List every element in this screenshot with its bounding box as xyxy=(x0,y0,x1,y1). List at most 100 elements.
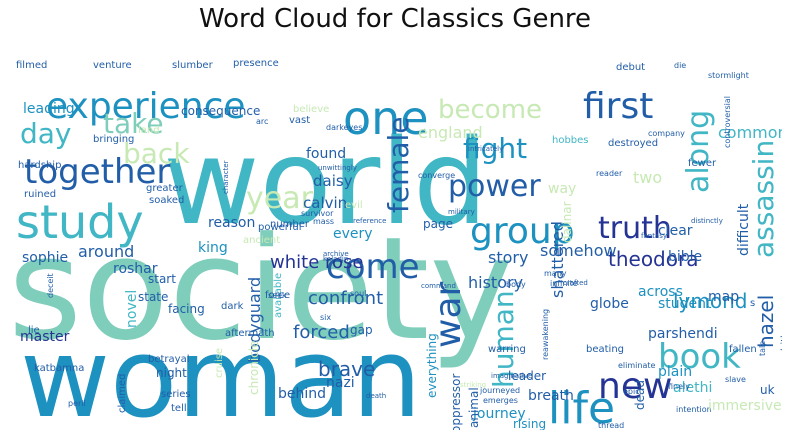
word-deceit: deceit xyxy=(46,273,55,298)
word-every: every xyxy=(333,226,373,242)
word-behind: behind xyxy=(278,386,326,402)
word-force: force xyxy=(265,290,290,301)
word-company: company xyxy=(648,129,685,138)
word-reason: reason xyxy=(208,215,255,231)
word-military: military xyxy=(448,208,475,216)
word-clear: clear xyxy=(658,223,693,239)
word-six: six xyxy=(320,313,331,322)
word-number: number xyxy=(270,219,310,230)
word-kaladin: kaladin xyxy=(323,255,348,263)
word-way: way xyxy=(548,181,576,197)
word-globe: globe xyxy=(590,296,629,312)
word-powerful: powerful xyxy=(258,222,302,233)
word-come: come xyxy=(326,247,420,287)
word-bodyguard: bodyguard xyxy=(245,277,264,363)
word-venture: venture xyxy=(93,60,132,71)
word-s: s xyxy=(750,298,755,309)
word-hobbes: hobbes xyxy=(552,135,589,146)
chart-title: Word Cloud for Classics Genre xyxy=(198,4,592,34)
word-bringing: bringing xyxy=(93,134,134,145)
word-alethi: alethi xyxy=(673,380,712,396)
word-woman: woman xyxy=(20,314,422,430)
word-thread: thread xyxy=(598,421,624,430)
word-finely: finely xyxy=(668,382,690,391)
word-night: night xyxy=(156,366,187,380)
word-white-rose: white rose xyxy=(270,252,363,273)
word-page: page xyxy=(423,217,453,231)
word-beating: beating xyxy=(586,344,624,355)
word-together: together xyxy=(24,152,170,192)
word-breath: breath xyxy=(528,388,574,404)
word-journeyed: journeyed xyxy=(479,386,520,395)
word-lie: lie xyxy=(28,325,40,336)
word-become: become xyxy=(438,95,542,125)
word-crafted: crafted xyxy=(563,279,588,287)
word-master: master xyxy=(20,329,70,345)
word-warring: warring xyxy=(488,344,526,355)
word-tell: tell xyxy=(171,403,187,414)
word-study: study xyxy=(16,195,144,249)
word-daisy: daisy xyxy=(313,172,353,190)
word-leading: leading xyxy=(23,101,75,117)
word-intricately: intricately xyxy=(468,145,503,153)
word-difficult: difficult xyxy=(736,203,752,256)
word-somehow: somehow xyxy=(540,241,617,260)
word-debut: debut xyxy=(616,62,645,73)
word-command: command xyxy=(421,282,456,290)
word-death: death xyxy=(366,392,386,400)
word-character: character xyxy=(222,160,230,194)
word-life: life xyxy=(548,383,615,430)
word-state: state xyxy=(138,290,168,304)
word-betrayal: betrayal xyxy=(148,354,189,365)
word-plain: plain xyxy=(658,364,692,380)
word-new: new xyxy=(598,366,672,407)
word-eliminate: eliminate xyxy=(618,361,655,370)
word-cruise: cruise xyxy=(214,348,225,378)
word-hazel: hazel xyxy=(754,295,778,348)
word-infinite: infinite xyxy=(550,279,578,288)
word-claimed: claimed xyxy=(117,374,128,413)
word-stormlight: stormlight xyxy=(708,71,749,80)
word-tale: tale xyxy=(758,341,767,356)
word-aftermath: aftermath xyxy=(225,328,275,339)
word-fallen: fallen xyxy=(729,344,757,355)
word-leader: leader xyxy=(508,369,546,383)
word-believe: believe xyxy=(293,104,329,115)
word-start: start xyxy=(148,272,176,286)
word-katbamna: katbamna xyxy=(34,363,84,374)
word-back: back xyxy=(123,137,190,170)
word-everything: everything xyxy=(425,333,439,398)
word-destroyed: destroyed xyxy=(608,138,658,149)
word-student: student xyxy=(658,296,712,312)
word-parshendi: parshendi xyxy=(648,326,718,342)
word-novel: novel xyxy=(124,290,140,328)
word-ruined: ruined xyxy=(24,189,56,200)
word-filmed: filmed xyxy=(16,60,47,71)
word-around: around xyxy=(78,242,134,261)
word-theodora: theodora xyxy=(608,247,698,271)
word-intention: intention xyxy=(676,405,712,414)
word-year: year xyxy=(246,181,314,216)
word-reference: reference xyxy=(353,217,386,225)
word-soaked: soaked xyxy=(149,195,184,206)
word-slave: slave xyxy=(725,375,746,384)
word-two: two xyxy=(633,168,662,187)
word-assassin: assassin xyxy=(747,140,780,258)
word-gap: gap xyxy=(350,323,373,337)
word-consequence: consequence xyxy=(181,104,260,118)
word-soul: soul xyxy=(350,289,366,298)
word-society: society xyxy=(8,207,513,372)
word-confront: confront xyxy=(308,288,383,309)
word-controversial: controversial xyxy=(723,96,732,148)
word-fewer: fewer xyxy=(688,158,717,169)
word-take: take xyxy=(103,107,164,140)
word-forced: forced xyxy=(293,322,350,343)
word-body: body xyxy=(506,280,526,289)
word-rohith: rohith xyxy=(780,332,782,361)
word-human: human xyxy=(487,290,520,388)
word-immersive: immersive xyxy=(708,398,782,414)
word-land: land xyxy=(138,125,160,136)
word-vast: vast xyxy=(289,115,310,126)
word-archive: archive xyxy=(323,250,349,258)
